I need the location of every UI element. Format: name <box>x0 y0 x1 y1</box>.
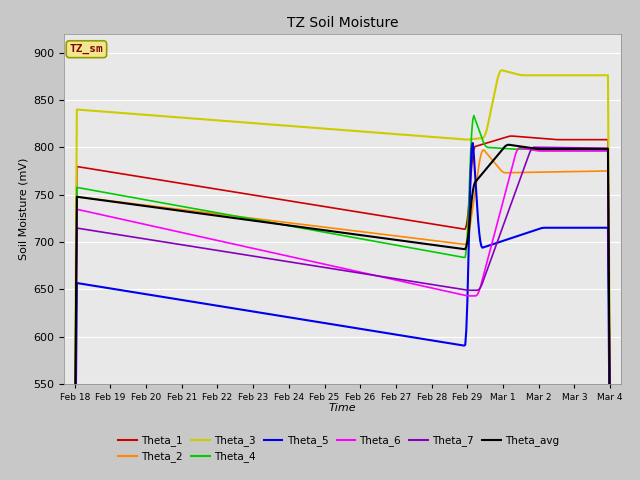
Theta_1 <box>71 459 79 465</box>
Theta_1 <box>511 133 518 139</box>
Theta_2 <box>511 170 518 176</box>
Title: TZ Soil Moisture: TZ Soil Moisture <box>287 16 398 30</box>
Line: Theta_1: Theta_1 <box>75 136 610 462</box>
Line: Theta_avg: Theta_avg <box>75 145 610 480</box>
Theta_5 <box>390 331 397 337</box>
Theta_avg <box>504 142 512 148</box>
Theta_1 <box>595 137 602 143</box>
Theta_avg <box>328 228 336 234</box>
Theta_3 <box>498 67 506 73</box>
Theta_4 <box>470 113 477 119</box>
Theta_2 <box>328 225 336 231</box>
Theta_5 <box>325 321 333 327</box>
Theta_6 <box>360 270 368 276</box>
Legend: Theta_1, Theta_2, Theta_3, Theta_4, Theta_5, Theta_6, Theta_7, Theta_avg: Theta_1, Theta_2, Theta_3, Theta_4, Thet… <box>114 431 563 467</box>
Theta_2 <box>606 462 614 468</box>
Theta_3 <box>390 131 397 137</box>
Line: Theta_6: Theta_6 <box>75 148 610 480</box>
Theta_5 <box>469 140 477 146</box>
Theta_7 <box>509 194 517 200</box>
Theta_3 <box>606 404 614 410</box>
Theta_6 <box>509 158 517 164</box>
Theta_1 <box>390 215 397 221</box>
Theta_4 <box>325 230 333 236</box>
Theta_6 <box>516 145 524 151</box>
Theta_3 <box>595 72 602 78</box>
Line: Theta_5: Theta_5 <box>75 143 610 480</box>
Theta_4 <box>360 237 368 242</box>
Theta_7 <box>606 448 614 454</box>
Theta_avg <box>71 477 79 480</box>
Theta_2 <box>71 477 79 480</box>
Theta_7 <box>595 145 602 151</box>
Theta_avg <box>360 233 368 239</box>
Theta_3 <box>511 71 518 76</box>
Theta_4 <box>511 146 518 152</box>
Theta_1 <box>325 204 333 210</box>
Theta_avg <box>325 228 333 234</box>
Line: Theta_3: Theta_3 <box>75 70 610 428</box>
Theta_7 <box>325 265 333 271</box>
Theta_2 <box>325 225 333 231</box>
X-axis label: Time: Time <box>328 403 356 413</box>
Theta_4 <box>606 448 614 454</box>
Theta_1 <box>508 133 515 139</box>
Theta_2 <box>390 233 397 239</box>
Theta_7 <box>328 266 336 272</box>
Theta_avg <box>606 448 614 454</box>
Theta_5 <box>328 322 336 327</box>
Theta_3 <box>328 126 336 132</box>
Line: Theta_2: Theta_2 <box>75 150 610 480</box>
Theta_6 <box>390 276 397 282</box>
Theta_avg <box>390 237 397 242</box>
Theta_6 <box>325 263 333 268</box>
Theta_7 <box>390 276 397 281</box>
Theta_avg <box>511 143 518 148</box>
Theta_5 <box>511 234 518 240</box>
Theta_3 <box>325 126 333 132</box>
Theta_4 <box>595 146 602 152</box>
Theta_7 <box>530 144 538 150</box>
Theta_4 <box>328 231 336 237</box>
Theta_2 <box>360 229 368 235</box>
Theta_4 <box>71 471 79 477</box>
Theta_1 <box>606 443 614 449</box>
Line: Theta_7: Theta_7 <box>75 147 610 480</box>
Line: Theta_4: Theta_4 <box>75 116 610 474</box>
Theta_6 <box>328 263 336 269</box>
Theta_4 <box>390 242 397 248</box>
Theta_1 <box>328 205 336 211</box>
Theta_3 <box>360 129 368 134</box>
Theta_2 <box>595 168 602 174</box>
Theta_7 <box>360 271 368 277</box>
Theta_6 <box>606 450 614 456</box>
Theta_avg <box>595 146 602 152</box>
Text: TZ_sm: TZ_sm <box>70 44 103 54</box>
Theta_1 <box>360 210 368 216</box>
Theta_3 <box>71 425 79 431</box>
Theta_6 <box>595 148 602 154</box>
Y-axis label: Soil Moisture (mV): Soil Moisture (mV) <box>19 157 29 260</box>
Theta_5 <box>360 326 368 332</box>
Theta_2 <box>479 147 487 153</box>
Theta_5 <box>595 225 602 230</box>
